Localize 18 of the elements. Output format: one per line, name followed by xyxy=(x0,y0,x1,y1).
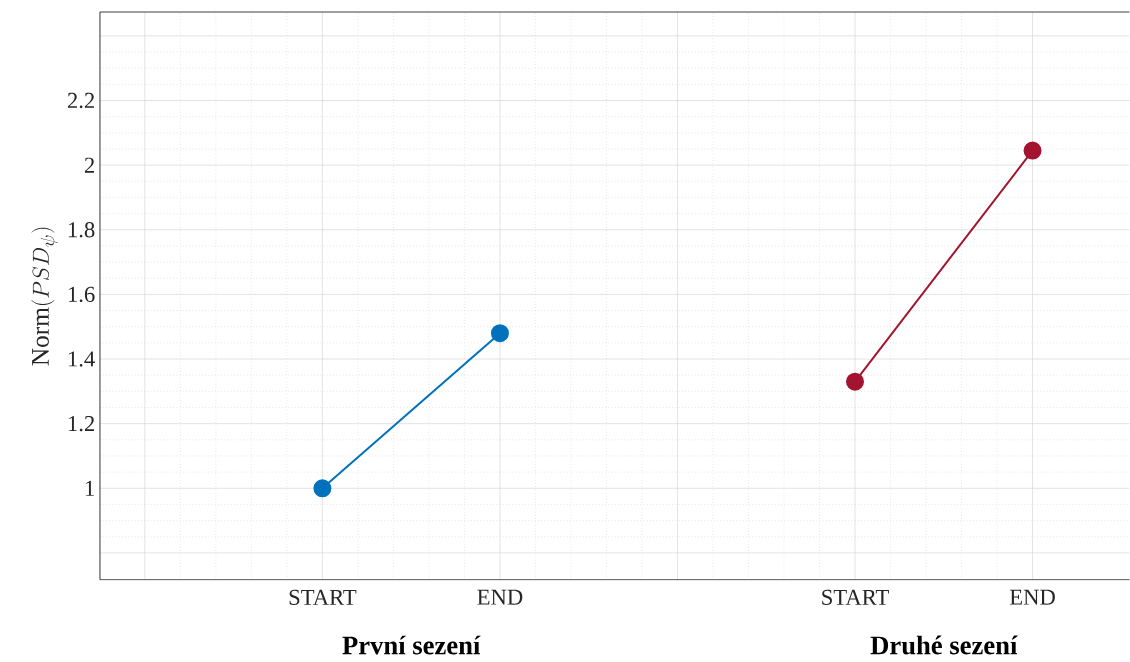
y-tick-label: 2.2 xyxy=(67,93,94,109)
y-tick-label: 2 xyxy=(84,157,94,173)
x-tick-label: END xyxy=(477,589,523,605)
y-tick-label: 1.6 xyxy=(68,286,95,303)
x-tick-label: START xyxy=(822,589,889,606)
y-tick-label: 1.4 xyxy=(68,351,95,367)
y-tick-label: 1 xyxy=(85,480,94,496)
text: Druhé sezení xyxy=(870,635,1018,655)
x-tick-label: START xyxy=(289,589,357,606)
point xyxy=(846,372,864,391)
x-tick-label: END xyxy=(1009,589,1055,605)
point xyxy=(1023,141,1042,160)
y-axis-title: $\mathrm{Norm}(PSD_{\psi})$ xyxy=(31,227,58,366)
text: První sezení xyxy=(342,635,481,655)
y-tick-label: 1.2 xyxy=(68,416,94,432)
point xyxy=(490,324,509,343)
y-tick-label: 1.8 xyxy=(68,222,95,238)
point xyxy=(313,479,332,498)
